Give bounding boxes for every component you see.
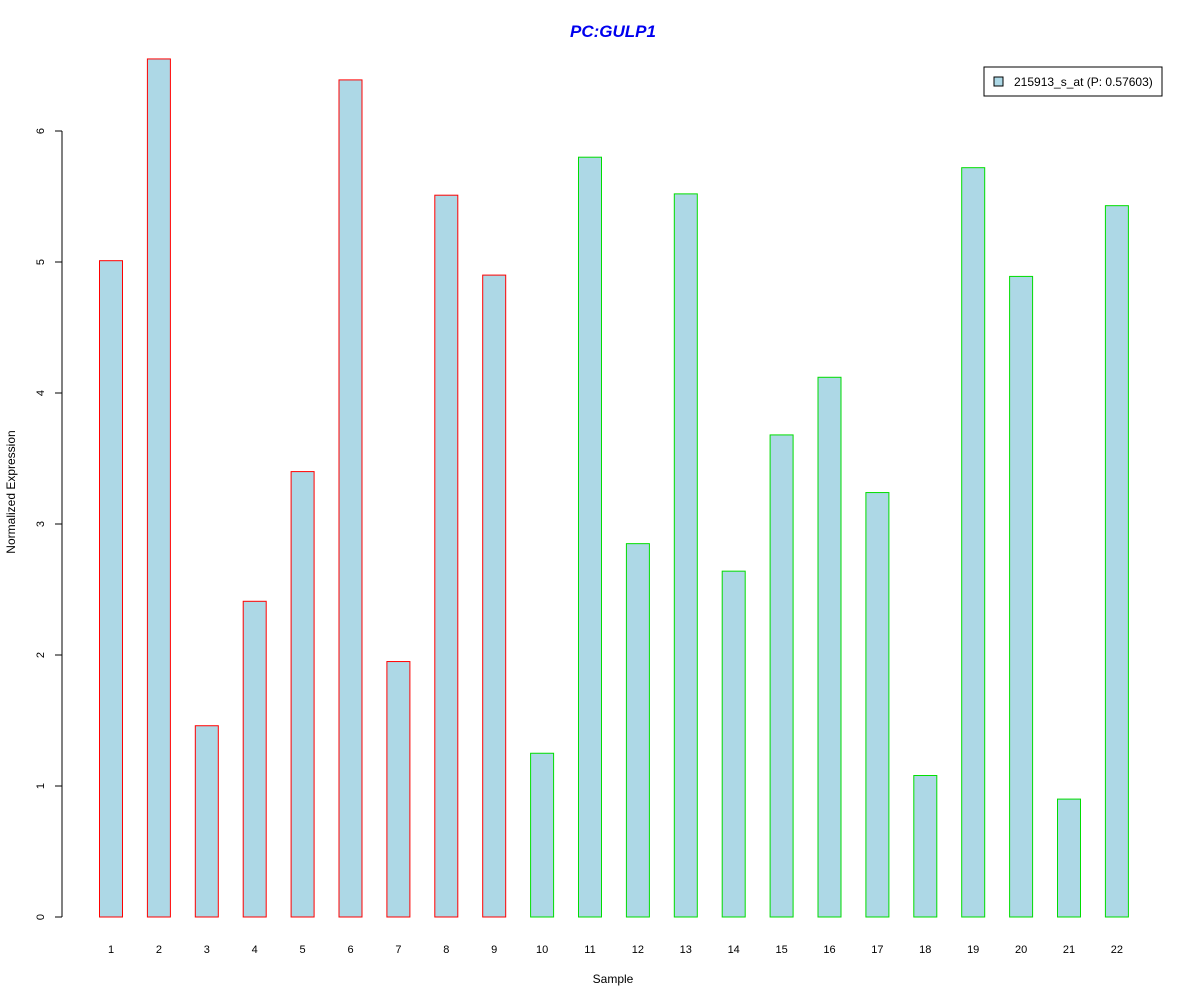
bar-sample-8 [434, 194, 459, 918]
x-tick-label: 11 [584, 944, 595, 956]
bar-sample-3 [194, 725, 219, 918]
x-tick-label: 17 [871, 944, 883, 956]
x-tick-label: 15 [775, 944, 787, 956]
x-tick-label: 21 [1063, 944, 1075, 956]
x-tick-label: 9 [491, 944, 497, 956]
x-tick-label: 6 [347, 944, 353, 956]
bar-sample-9 [482, 274, 507, 918]
bar-sample-18 [913, 775, 938, 918]
x-tick-label: 12 [632, 944, 644, 956]
x-tick-label: 8 [443, 944, 449, 956]
legend-swatch [993, 76, 1004, 87]
y-tick-label: 0 [35, 914, 47, 920]
x-tick-label: 20 [1015, 944, 1027, 956]
bar-sample-16 [817, 376, 842, 918]
y-tick-label: 4 [35, 390, 47, 396]
bar-sample-19 [961, 167, 986, 918]
bar-sample-13 [673, 193, 698, 918]
legend: 215913_s_at (P: 0.57603) [983, 66, 1163, 97]
bar-sample-2 [146, 58, 171, 918]
bar-sample-20 [1009, 275, 1034, 918]
x-tick-label: 16 [823, 944, 835, 956]
y-tick-label: 5 [35, 259, 47, 265]
x-tick-label: 3 [204, 944, 210, 956]
bar-sample-5 [290, 471, 315, 918]
x-tick-labels: 1 2 3 4 5 6 7 8 9 10 11 12 13 14 15 16 17 18 19 20 21 22 [108, 944, 1123, 956]
x-tick-label: 4 [252, 944, 258, 956]
x-tick-label: 13 [680, 944, 692, 956]
chart-title: PC:GULP1 [570, 22, 656, 41]
bar-sample-21 [1057, 798, 1081, 918]
x-tick-label: 2 [156, 944, 162, 956]
x-axis-title: Sample [593, 972, 634, 986]
y-tick-label: 1 [35, 783, 47, 789]
x-tick-label: 7 [395, 944, 401, 956]
x-tick-label: 1 [108, 944, 114, 956]
x-tick-label: 19 [967, 944, 979, 956]
bar-sample-10 [530, 752, 555, 918]
x-tick-label: 5 [300, 944, 306, 956]
legend-box [983, 66, 1163, 97]
bar-sample-7 [386, 661, 411, 918]
bar-sample-4 [242, 600, 267, 918]
bar-sample-6 [338, 79, 363, 918]
bar-sample-12 [625, 543, 650, 918]
legend-entry-label: 215913_s_at (P: 0.57603) [1014, 75, 1153, 89]
bar-sample-22 [1104, 205, 1129, 918]
y-axis-title: Normalized Expression [4, 430, 18, 553]
bar-sample-11 [578, 156, 602, 918]
bar-sample-1 [99, 260, 123, 918]
y-tick-label: 3 [35, 521, 47, 527]
x-tick-label: 10 [536, 944, 548, 956]
y-tick-label: 2 [35, 652, 47, 658]
bars [99, 58, 1129, 918]
x-tick-label: 22 [1111, 944, 1123, 956]
y-axis: 0 1 2 3 4 5 6 [35, 128, 63, 920]
bar-sample-14 [721, 570, 746, 918]
x-tick-label: 14 [728, 944, 740, 956]
x-tick-label: 18 [919, 944, 931, 956]
bar-sample-15 [769, 434, 794, 918]
y-tick-label: 6 [35, 128, 47, 134]
bar-sample-17 [865, 492, 890, 918]
